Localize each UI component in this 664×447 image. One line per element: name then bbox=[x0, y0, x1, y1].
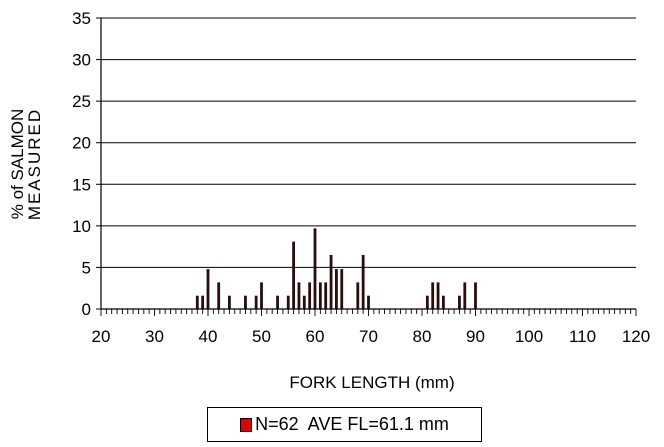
x-axis-title: FORK LENGTH (mm) bbox=[289, 373, 454, 392]
x-tick-label-60: 60 bbox=[306, 327, 325, 346]
x-tick-label-90: 90 bbox=[466, 327, 485, 346]
legend-swatch bbox=[240, 417, 253, 432]
x-tick-label-50: 50 bbox=[252, 327, 271, 346]
legend-label: N=62 AVE FL=61.1 mm bbox=[255, 414, 449, 434]
bar-62 bbox=[324, 282, 328, 309]
x-tick-label-20: 20 bbox=[92, 327, 111, 346]
bar-68 bbox=[356, 282, 360, 309]
y-axis-title-line-1: % of SALMON bbox=[8, 109, 27, 220]
bar-88 bbox=[463, 282, 467, 309]
bar-81 bbox=[425, 295, 429, 309]
bar-38 bbox=[195, 295, 199, 309]
bar-39 bbox=[201, 295, 205, 309]
bar-53 bbox=[276, 295, 279, 309]
bar-84 bbox=[442, 295, 445, 309]
x-tick-label-120: 120 bbox=[622, 327, 650, 346]
bar-65 bbox=[340, 269, 344, 309]
bar-58 bbox=[302, 295, 306, 309]
bar-42 bbox=[217, 282, 221, 309]
y-tick-label-30: 30 bbox=[72, 51, 91, 70]
bar-70 bbox=[367, 295, 370, 309]
x-tick-label-40: 40 bbox=[199, 327, 218, 346]
bar-87 bbox=[458, 295, 461, 309]
y-tick-label-15: 15 bbox=[72, 175, 91, 194]
y-tick-label-35: 35 bbox=[72, 9, 91, 28]
y-tick-label-10: 10 bbox=[72, 217, 91, 236]
bar-50 bbox=[260, 282, 263, 309]
bar-44 bbox=[228, 295, 231, 309]
y-axis-ticks bbox=[96, 17, 101, 310]
x-tick-label-80: 80 bbox=[413, 327, 432, 346]
y-tick-label-0: 0 bbox=[82, 300, 91, 319]
bar-90 bbox=[474, 282, 477, 309]
bar-64 bbox=[335, 269, 338, 309]
y-axis-title-line-2: MEASURED bbox=[25, 108, 44, 220]
bar-63 bbox=[329, 254, 333, 309]
bar-40 bbox=[206, 269, 210, 309]
bar-57 bbox=[297, 282, 301, 309]
bars bbox=[195, 228, 477, 309]
x-tick-label-30: 30 bbox=[145, 327, 164, 346]
bar-82 bbox=[431, 282, 435, 309]
bar-61 bbox=[318, 282, 322, 309]
x-tick-label-110: 110 bbox=[569, 327, 596, 346]
bar-60 bbox=[313, 228, 317, 309]
x-axis-tick-labels: 20 30 40 50 60 70 80 90 100 110 120 bbox=[92, 327, 651, 346]
bar-59 bbox=[308, 282, 312, 309]
bar-55 bbox=[286, 295, 290, 309]
bar-69 bbox=[361, 254, 365, 309]
x-tick-label-100: 100 bbox=[515, 327, 543, 346]
x-tick-label-70: 70 bbox=[359, 327, 378, 346]
y-tick-label-5: 5 bbox=[82, 258, 91, 277]
bar-49 bbox=[254, 295, 258, 309]
y-axis-tick-labels: 0 5 10 15 20 25 30 35 bbox=[72, 9, 91, 319]
bar-47 bbox=[244, 295, 247, 309]
gridlines bbox=[101, 17, 636, 268]
bar-83 bbox=[436, 282, 440, 309]
y-tick-label-20: 20 bbox=[72, 134, 91, 153]
y-tick-label-25: 25 bbox=[72, 92, 91, 111]
bar-56 bbox=[292, 241, 295, 309]
axes bbox=[100, 18, 636, 310]
legend: N=62 AVE FL=61.1 mm bbox=[207, 407, 482, 442]
x-axis-ticks bbox=[100, 309, 637, 316]
